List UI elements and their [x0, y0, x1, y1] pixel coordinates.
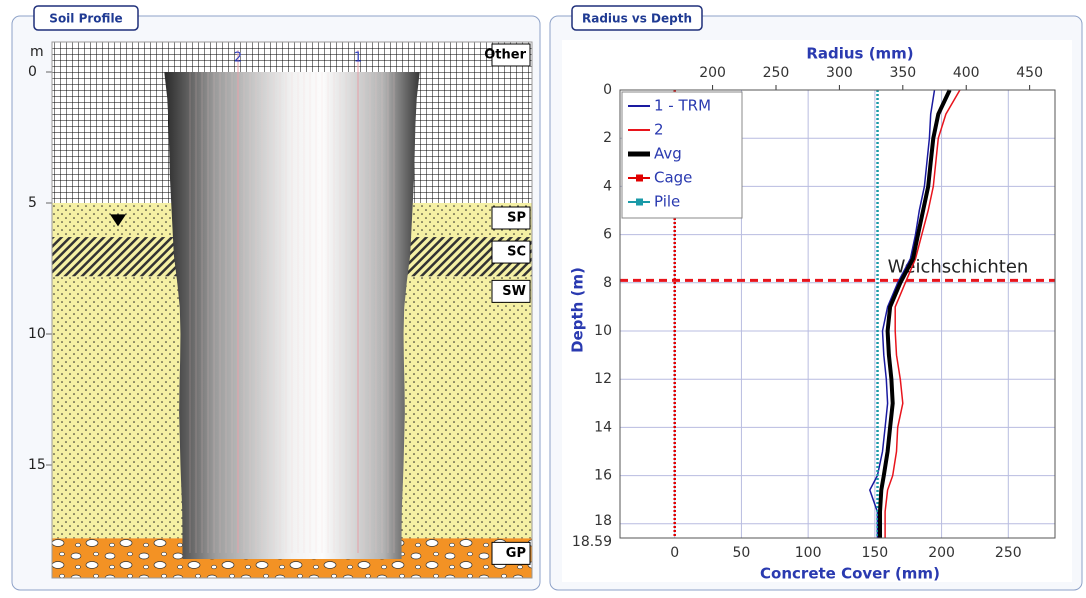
rebar-label: 1 [354, 51, 362, 66]
legend-label: 1 - TRM [654, 97, 711, 115]
y-tick-label: 14 [594, 419, 612, 435]
y-tick-label: 0 [603, 82, 612, 98]
x-tick-label: 200 [699, 65, 726, 81]
layer-label: SW [502, 284, 526, 299]
x2-axis-title: Concrete Cover (mm) [760, 565, 940, 583]
x-tick-label: 350 [889, 65, 916, 81]
x2-tick-label: 150 [861, 545, 888, 561]
depth-tick-label: 15 [28, 457, 46, 473]
rebar-label: 2 [234, 51, 242, 66]
legend-label: Avg [654, 145, 682, 163]
layer-label: SP [507, 211, 526, 226]
y-tick-label: 12 [594, 371, 612, 387]
y-tick-label: 6 [603, 227, 612, 243]
x2-tick-label: 200 [928, 545, 955, 561]
y-tick-label: 4 [603, 178, 612, 194]
x2-tick-label: 250 [995, 545, 1022, 561]
legend-marker [636, 175, 643, 182]
depth-unit: m [30, 44, 44, 60]
x2-tick-label: 50 [733, 545, 751, 561]
depth-tick-label: 10 [28, 326, 46, 342]
layer-label: GP [506, 546, 526, 561]
y-tick-label: 8 [603, 275, 612, 291]
y-axis-title: Depth (m) [569, 267, 587, 353]
y-tick-label: 10 [594, 323, 612, 339]
x-tick-label: 300 [826, 65, 853, 81]
screen: Soil Profile Radius vs Depth Other SP SC SW… [0, 0, 1086, 594]
y-tick-label: 2 [603, 130, 612, 146]
depth-tick-label: 0 [28, 64, 37, 80]
x2-tick-label: 0 [670, 545, 679, 561]
x-axis-title: Radius (mm) [806, 45, 913, 63]
y-tick-label: 18 [594, 513, 612, 529]
legend-marker [636, 199, 643, 206]
y-tick-label: 16 [594, 468, 612, 484]
radius-chart: 0 50 100 150 200 250 200 250 300 350 400 450 0 2 4 6 8 10… [569, 45, 1056, 583]
x2-tick-label: 100 [795, 545, 822, 561]
y-tick-label: 18.59 [572, 534, 612, 550]
layer-label: Other [484, 48, 526, 63]
legend-label: 2 [654, 121, 664, 139]
layer-label: SC [507, 245, 526, 260]
legend-label: Pile [654, 193, 680, 211]
soil-drawing [52, 42, 532, 578]
depth-tick-label: 5 [28, 195, 37, 211]
x-tick-label: 450 [1016, 65, 1043, 81]
tab-title[interactable]: Soil Profile [49, 12, 122, 26]
x-tick-label: 250 [763, 65, 790, 81]
legend-label: Cage [654, 169, 692, 187]
tab-title[interactable]: Radius vs Depth [582, 12, 692, 26]
x-tick-label: 400 [953, 65, 980, 81]
